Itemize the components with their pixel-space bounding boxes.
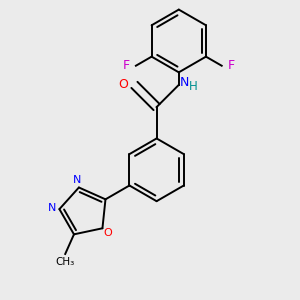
Text: H: H xyxy=(189,80,198,93)
Text: F: F xyxy=(228,59,235,72)
Text: O: O xyxy=(118,78,128,91)
Text: N: N xyxy=(180,76,189,89)
Text: O: O xyxy=(103,228,112,238)
Text: N: N xyxy=(73,176,82,185)
Text: N: N xyxy=(48,203,56,213)
Text: CH₃: CH₃ xyxy=(56,256,75,267)
Text: F: F xyxy=(123,59,130,72)
